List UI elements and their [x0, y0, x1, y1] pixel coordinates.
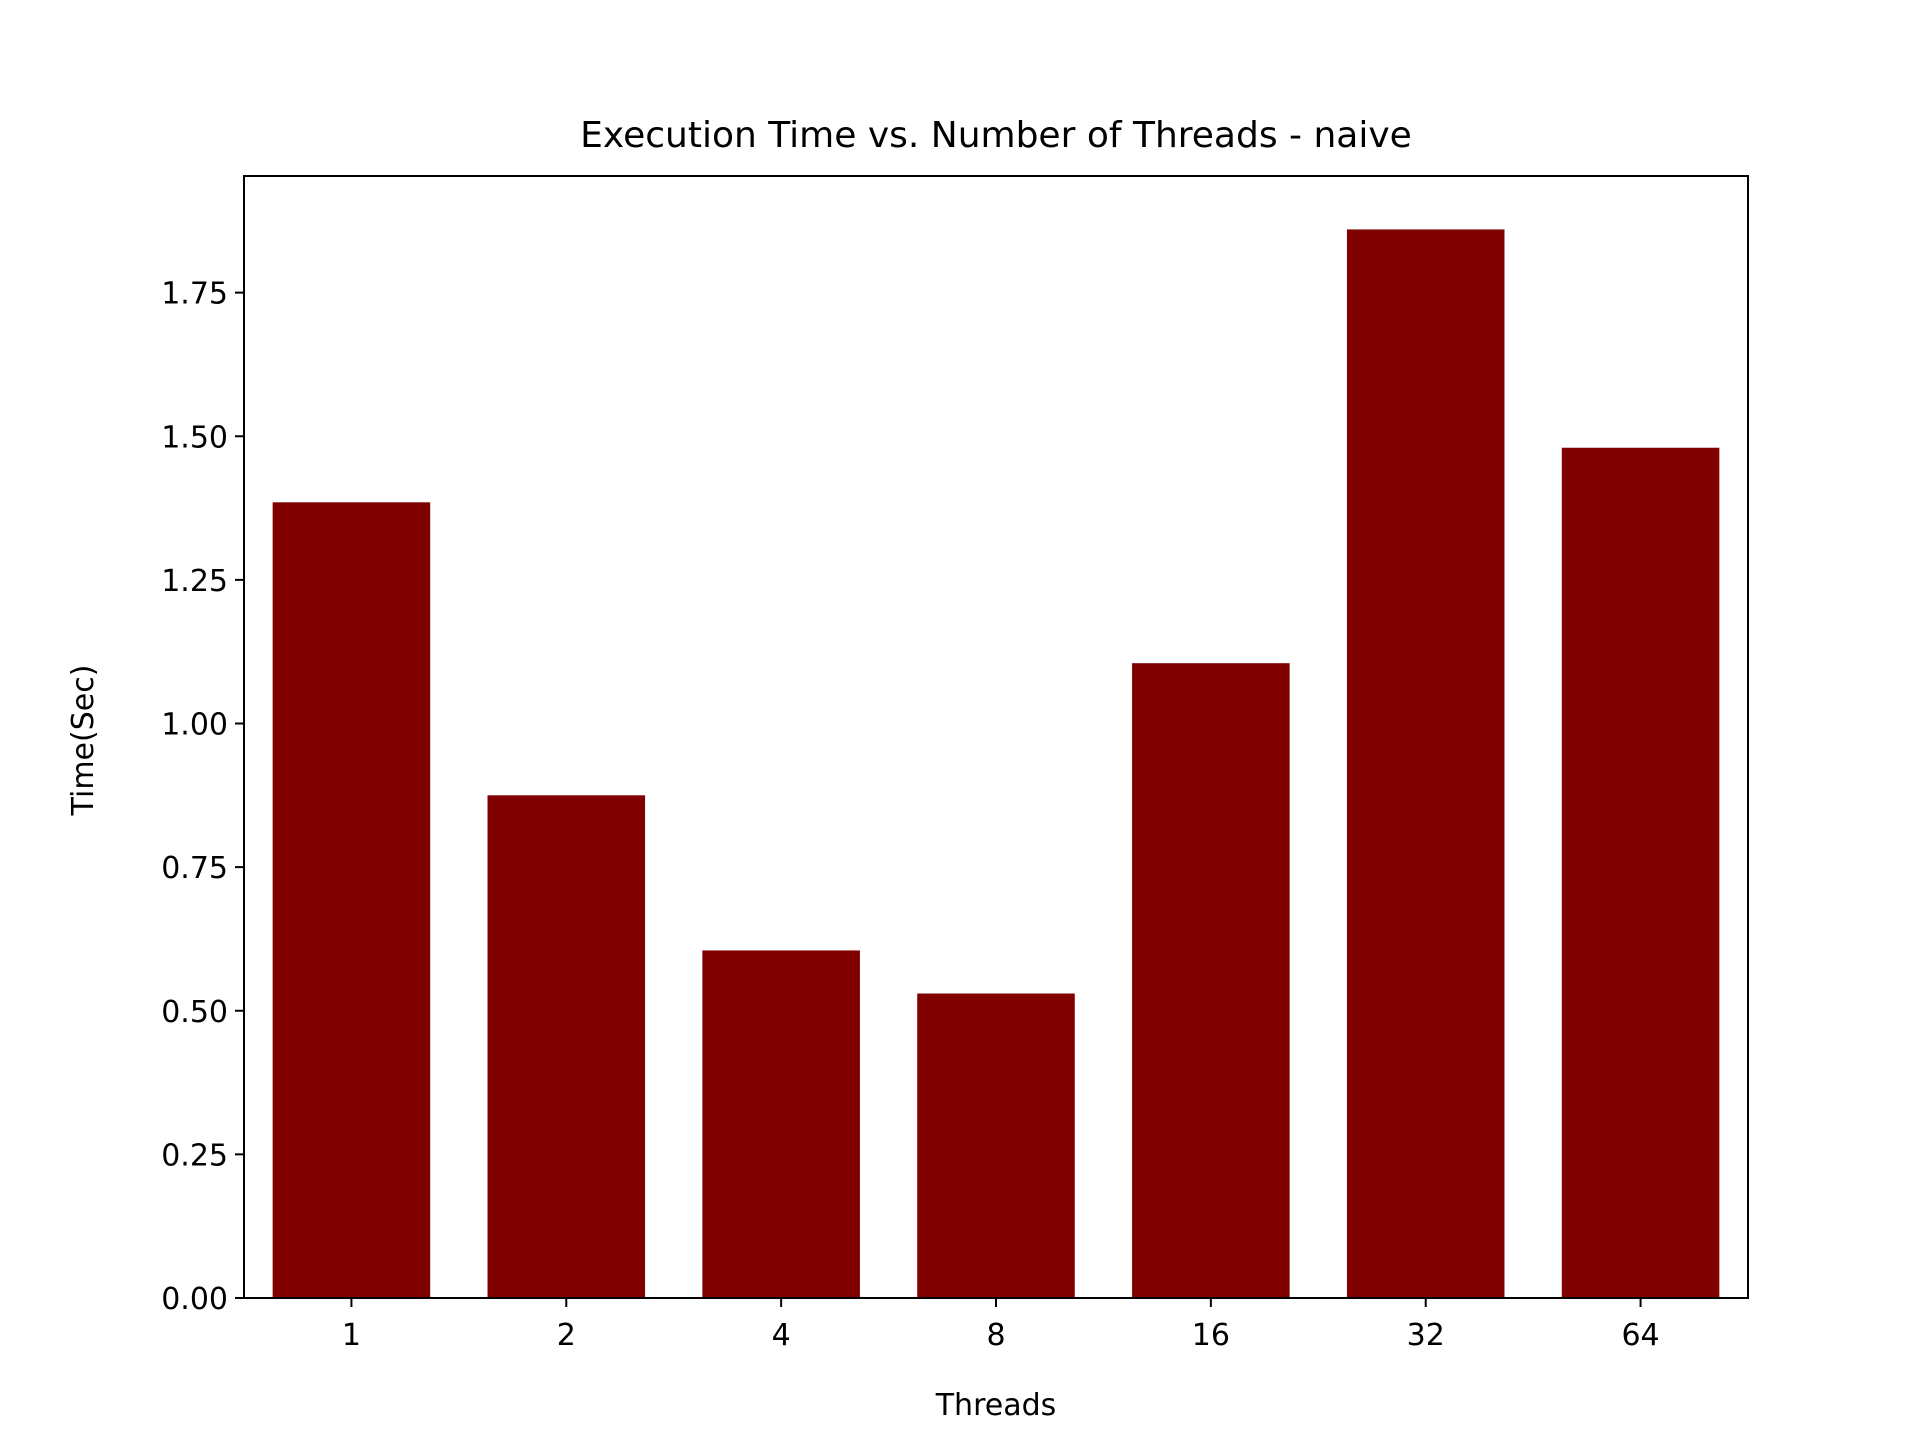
y-axis-label: Time(Sec): [66, 665, 101, 817]
plot-frame: [243, 175, 1749, 1299]
bar-64: [1561, 447, 1720, 1298]
y-tick-label: 0.00: [161, 1282, 228, 1317]
bar-1: [272, 502, 431, 1298]
bar-32: [1346, 229, 1505, 1299]
x-tick-label: 16: [1192, 1318, 1230, 1353]
y-axis-ticks: 0.00 0.25 0.50 0.75 1.00 1.25 1.50 1.75: [161, 277, 244, 1317]
x-tick-label: 1: [342, 1318, 361, 1353]
bar-16: [1132, 663, 1290, 1298]
y-tick-label: 0.50: [161, 995, 228, 1030]
x-tick-label: 8: [986, 1318, 1005, 1353]
x-axis-label: Threads: [935, 1388, 1057, 1423]
y-tick-label: 1.00: [161, 708, 228, 743]
chart-title: Execution Time vs. Number of Threads - n…: [580, 115, 1412, 156]
x-tick-label: 64: [1621, 1318, 1659, 1353]
bars-group: [272, 229, 1720, 1299]
y-tick-label: 1.75: [161, 277, 228, 312]
bar-2: [487, 795, 646, 1298]
x-axis-ticks: 1 2 4 8 16 32 64: [342, 1298, 1660, 1353]
y-tick-label: 0.75: [161, 851, 228, 886]
x-tick-label: 32: [1407, 1318, 1445, 1353]
y-tick-label: 1.50: [161, 420, 228, 455]
bar-4: [702, 950, 860, 1298]
y-tick-label: 0.25: [161, 1138, 228, 1173]
x-tick-label: 2: [557, 1318, 576, 1353]
bar-8: [917, 993, 1075, 1298]
x-tick-label: 4: [772, 1318, 791, 1353]
y-tick-label: 1.25: [161, 564, 228, 599]
